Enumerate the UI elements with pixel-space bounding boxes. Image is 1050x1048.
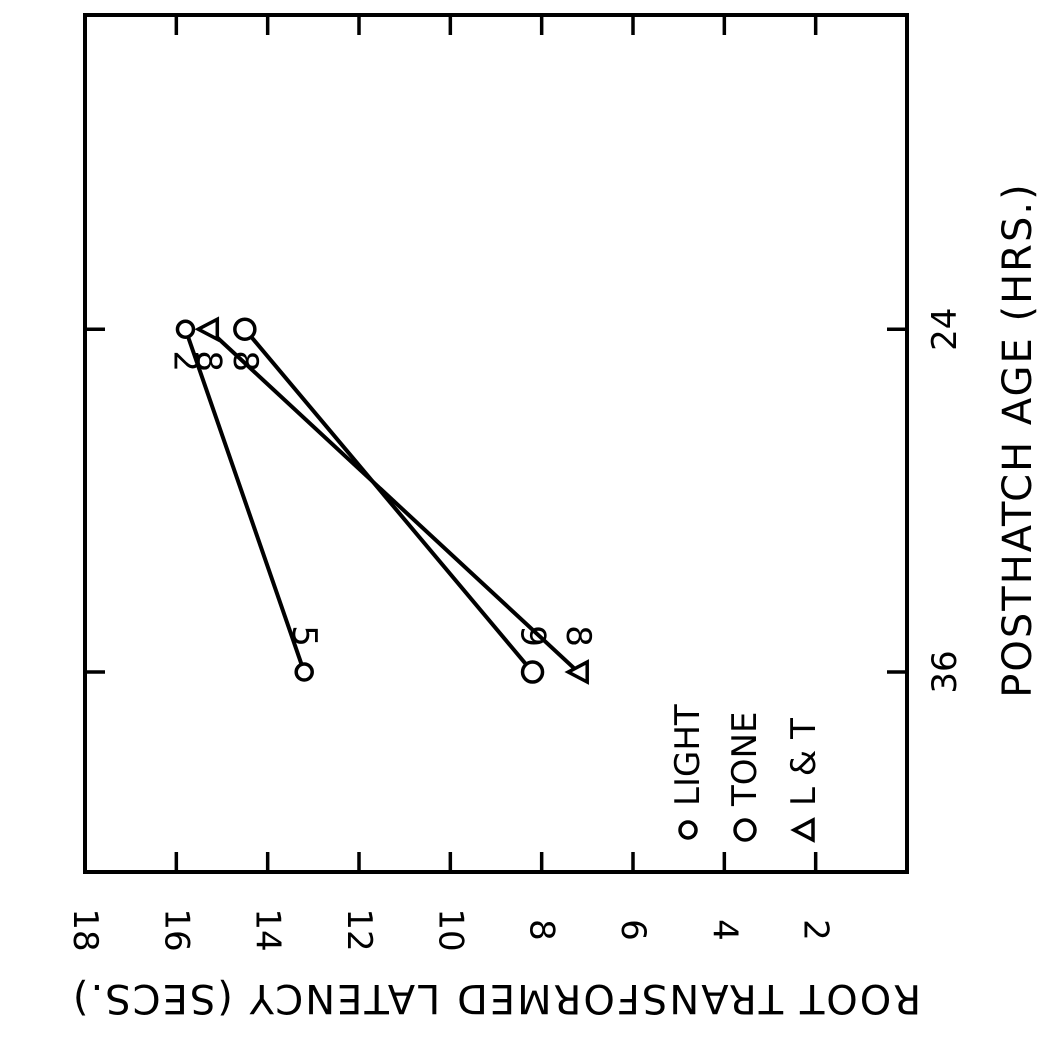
data-point — [175, 319, 196, 339]
y-tick-label: 8 — [522, 919, 562, 941]
n-label: 9 — [513, 625, 553, 647]
y-tick-label: 12 — [339, 908, 379, 951]
data-point — [194, 316, 220, 343]
series-line — [183, 328, 307, 673]
data-point — [564, 659, 589, 685]
y-axis-title: ROOT TRANSFORMED LATENCY (SECS.) — [71, 975, 921, 1021]
series-line — [206, 327, 580, 674]
y-tick-label: 14 — [248, 908, 288, 951]
y-tick-label: 4 — [704, 919, 744, 941]
n-label: 8 — [188, 350, 228, 372]
n-label: 5 — [284, 625, 324, 647]
y-tick-label: 16 — [156, 908, 196, 951]
y-tick-label: 6 — [613, 919, 653, 941]
legend-marker — [678, 820, 698, 840]
legend-label: LIGHT — [668, 704, 708, 806]
x-axis-title: POSTHATCH AGE (HRS.) — [995, 182, 1041, 697]
legend-label: L & T — [784, 718, 824, 806]
y-tick-label: 2 — [796, 919, 836, 941]
legend-label: TONE — [725, 712, 765, 807]
data-point — [233, 317, 257, 341]
data-point — [520, 660, 545, 684]
x-tick-label: 24 — [925, 308, 965, 351]
plot-frame — [83, 13, 909, 874]
legend-marker — [733, 818, 757, 842]
y-tick-label: 18 — [65, 908, 105, 951]
series-line — [243, 327, 535, 674]
n-label: 2 — [165, 350, 205, 372]
y-tick-label: 10 — [430, 908, 470, 951]
data-point — [294, 662, 314, 682]
legend-marker — [790, 817, 815, 843]
n-label: 8 — [225, 350, 265, 372]
x-tick-label: 36 — [925, 650, 965, 693]
n-label: 8 — [558, 625, 598, 647]
